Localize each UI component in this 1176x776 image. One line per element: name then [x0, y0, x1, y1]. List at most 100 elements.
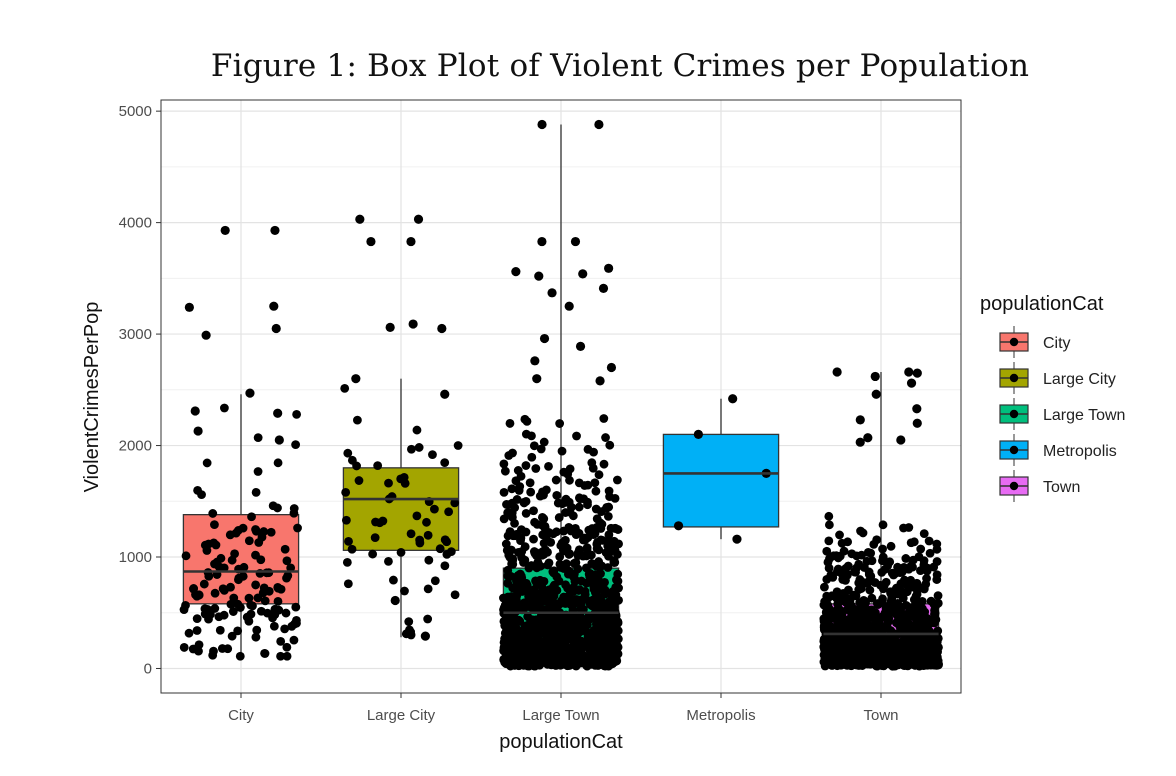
data-point [539, 437, 549, 447]
data-point [292, 409, 302, 419]
data-point [412, 511, 422, 521]
data-point [841, 564, 851, 573]
data-point [919, 556, 929, 566]
data-point [597, 561, 607, 571]
data-point [579, 640, 589, 649]
data-point [609, 557, 619, 566]
data-point [613, 569, 623, 579]
data-point [552, 490, 562, 500]
data-point [596, 569, 605, 579]
data-point [406, 529, 416, 539]
data-point [588, 463, 598, 473]
data-point [210, 588, 220, 598]
data-point [898, 593, 908, 603]
legend-key-point [1009, 409, 1019, 419]
data-point [613, 576, 623, 586]
data-point [848, 617, 857, 627]
data-point [444, 507, 454, 517]
data-point [918, 616, 928, 626]
data-point [886, 654, 896, 664]
data-point [371, 517, 380, 527]
data-point [521, 429, 531, 439]
box-medians-layer [183, 472, 939, 636]
data-point [575, 341, 586, 351]
data-point [558, 499, 567, 509]
data-point [503, 565, 513, 575]
data-point [929, 599, 939, 609]
data-point [273, 458, 283, 468]
data-point [535, 491, 545, 501]
data-point [557, 621, 566, 631]
data-point [354, 476, 364, 485]
data-point [534, 271, 544, 281]
data-point [603, 537, 613, 547]
data-point [234, 573, 244, 583]
data-point [202, 458, 212, 468]
data-point [919, 529, 929, 539]
data-point [370, 533, 380, 543]
legend-item-city: City [999, 326, 1071, 358]
data-point [499, 487, 509, 497]
data-point [555, 419, 565, 428]
data-point [442, 549, 452, 559]
data-point [373, 461, 383, 471]
data-point [276, 651, 285, 661]
data-point [396, 547, 406, 557]
data-point [251, 487, 261, 497]
data-point [916, 635, 925, 644]
data-point [513, 629, 523, 639]
data-point [593, 653, 602, 662]
data-point [732, 534, 742, 544]
data-point [590, 478, 600, 488]
data-point [599, 459, 609, 469]
data-point [608, 648, 617, 658]
data-point [231, 528, 241, 538]
data-point [611, 590, 621, 600]
data-point [826, 645, 836, 655]
data-point [565, 464, 575, 474]
data-point [192, 626, 202, 635]
data-point [252, 625, 262, 635]
data-point [505, 509, 515, 518]
data-point [573, 551, 583, 560]
data-point [912, 368, 922, 378]
data-point [258, 588, 268, 598]
data-point [922, 574, 931, 583]
data-point [728, 394, 738, 404]
data-point [601, 648, 611, 658]
data-point [244, 593, 254, 603]
data-point [855, 575, 865, 584]
data-point [521, 461, 531, 470]
data-point [549, 566, 559, 576]
data-point [189, 584, 199, 593]
data-point [390, 595, 400, 606]
data-point [825, 606, 834, 616]
data-point [599, 414, 609, 423]
data-point [424, 555, 434, 565]
data-point [870, 578, 880, 587]
data-point [430, 504, 439, 514]
data-point [450, 590, 460, 600]
legend-item-metropolis: Metropolis [999, 434, 1117, 466]
data-point [609, 636, 619, 646]
data-point [932, 637, 942, 647]
data-point [276, 636, 286, 646]
legend-label: Large City [1043, 371, 1116, 388]
data-point [859, 563, 869, 572]
data-point [852, 551, 862, 561]
data-point [396, 474, 406, 484]
data-point [596, 524, 606, 533]
data-point [673, 521, 684, 531]
data-point [286, 563, 296, 573]
data-point [504, 451, 514, 460]
data-point [563, 592, 573, 601]
data-point [859, 596, 869, 605]
data-point [602, 502, 612, 512]
data-point [514, 486, 524, 495]
data-point [904, 367, 914, 377]
data-point [343, 448, 353, 458]
data-point [835, 530, 844, 540]
data-point [406, 236, 416, 247]
data-point [851, 567, 860, 577]
data-point [886, 541, 896, 551]
